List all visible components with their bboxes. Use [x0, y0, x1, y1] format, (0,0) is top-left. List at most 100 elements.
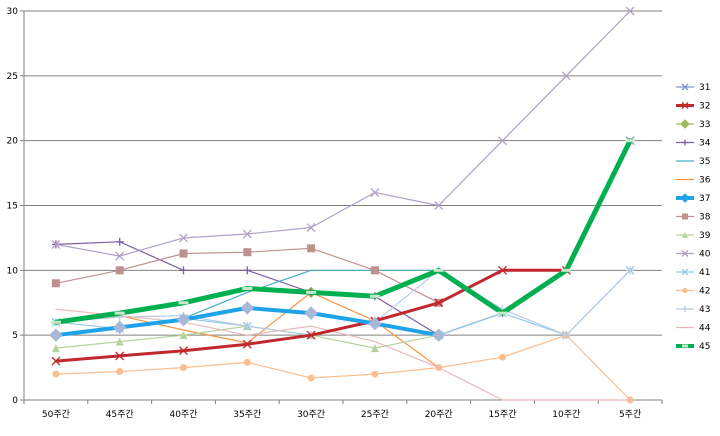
series-line	[53, 138, 633, 325]
x-tick-label: 10주간	[552, 409, 580, 420]
series-layer	[49, 6, 636, 404]
data-point	[179, 346, 188, 356]
data-point	[115, 237, 124, 246]
data-point	[115, 266, 124, 275]
series-37	[49, 301, 446, 342]
legend-label: 42	[699, 287, 710, 297]
data-point	[115, 337, 124, 346]
legend-entry-32: 32	[676, 102, 710, 112]
legend-entry-33: 33	[676, 119, 710, 130]
legend-entry-39: 39	[676, 231, 711, 241]
data-point	[682, 213, 688, 220]
y-tick-label: 5	[12, 331, 18, 341]
grid	[24, 10, 662, 336]
data-point	[682, 288, 688, 293]
data-point	[242, 286, 253, 290]
data-point	[115, 351, 125, 361]
data-point	[112, 320, 127, 335]
data-point	[498, 265, 507, 275]
data-point	[498, 136, 507, 146]
y-tick-label: 25	[7, 72, 18, 82]
data-point	[434, 298, 444, 308]
legend-label: 45	[699, 342, 710, 352]
data-point	[682, 139, 688, 146]
data-point	[243, 266, 252, 275]
data-point	[681, 268, 689, 276]
series-45	[50, 138, 636, 325]
legend-entry-44: 44	[676, 324, 711, 334]
legend-entry-36: 36	[676, 176, 711, 186]
data-point	[180, 364, 187, 372]
series-44	[55, 308, 631, 401]
y-axis: 0 5 10 15 20 25 30	[7, 7, 25, 406]
x-tick-label: 25주간	[361, 409, 389, 420]
series-line	[55, 10, 631, 257]
data-point	[625, 6, 635, 16]
data-point	[680, 193, 690, 203]
data-point	[368, 316, 382, 331]
data-point	[49, 328, 63, 342]
data-point	[562, 331, 571, 340]
data-point	[307, 374, 315, 382]
data-point	[371, 370, 379, 378]
y-tick-label: 20	[7, 137, 19, 147]
data-point	[626, 266, 635, 275]
legend-entry-41: 41	[676, 268, 710, 278]
data-point	[51, 239, 61, 249]
data-point	[561, 268, 572, 272]
data-point	[243, 358, 251, 366]
data-point	[306, 290, 317, 294]
legend-label: 40	[699, 250, 711, 260]
data-point	[51, 279, 60, 288]
data-point	[682, 306, 688, 312]
legend-entry-31: 31	[676, 83, 710, 93]
legend-label: 39	[699, 231, 711, 241]
data-point	[114, 311, 125, 315]
data-point	[242, 229, 252, 239]
series-38	[51, 244, 443, 307]
data-point	[243, 248, 252, 257]
legend-entry-45: 45	[676, 342, 710, 352]
data-point	[304, 306, 318, 320]
x-axis: 50주간 45주간 40주간 35주간 30주간 25주간 20주간 15주간 10주간 5주간	[23, 399, 663, 420]
data-point	[51, 356, 61, 366]
x-tick-label: 50주간	[42, 409, 70, 420]
data-point	[682, 232, 688, 238]
legend-label: 38	[699, 213, 711, 223]
x-tick-label: 30주간	[297, 409, 325, 420]
data-point	[179, 249, 188, 258]
legend-label: 31	[699, 83, 710, 93]
legend-entry-37: 37	[676, 193, 710, 204]
data-point	[431, 328, 446, 342]
x-tick-label: 40주간	[169, 409, 197, 420]
data-point	[115, 251, 125, 261]
data-point	[243, 322, 252, 331]
data-point	[50, 320, 61, 324]
data-point	[178, 301, 189, 305]
data-point	[179, 266, 188, 275]
data-point	[116, 367, 124, 375]
data-point	[499, 353, 506, 361]
legend-entry-35: 35	[676, 157, 710, 167]
x-tick-label: 20주간	[425, 409, 453, 420]
data-point	[240, 301, 255, 315]
x-tick-label: 5주간	[619, 409, 641, 420]
data-point	[561, 71, 571, 81]
data-point	[369, 294, 380, 298]
data-point	[681, 102, 689, 109]
data-point	[306, 330, 316, 340]
x-tick-label: 15주간	[488, 409, 516, 420]
data-point	[176, 312, 191, 327]
data-point	[370, 266, 379, 275]
data-point	[242, 339, 252, 349]
data-point	[681, 83, 689, 91]
y-tick-label: 10	[7, 266, 19, 276]
data-point	[179, 233, 188, 243]
data-point	[307, 244, 316, 253]
legend-label: 34	[699, 139, 711, 149]
legend-label: 33	[699, 120, 710, 130]
data-point	[497, 311, 508, 315]
data-point	[625, 139, 636, 143]
legend-label: 35	[699, 157, 710, 167]
